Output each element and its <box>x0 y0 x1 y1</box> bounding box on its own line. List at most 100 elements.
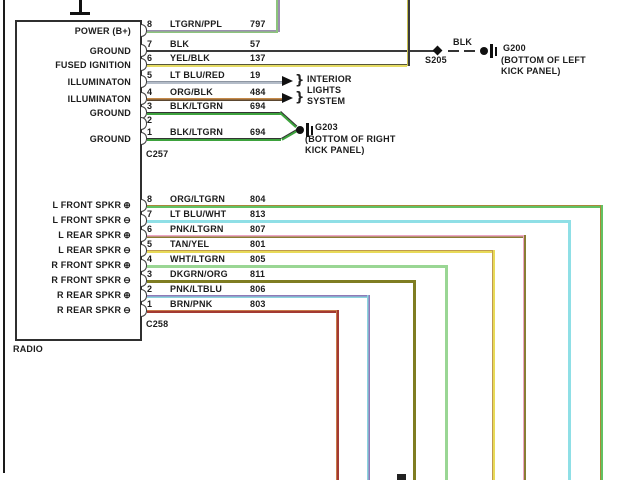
antenna-bar <box>70 12 90 15</box>
wire-name: WHT/LTGRN <box>170 254 226 264</box>
pin-number: 5 <box>147 239 153 249</box>
wire-dkgrn-org <box>147 280 416 283</box>
wire-name: LT BLU/RED <box>170 70 225 80</box>
pin-label-lr-spkr-neg: L REAR SPKR ⊖ <box>58 245 131 255</box>
polarity-positive-icon: ⊕ <box>123 230 131 240</box>
arrow-icon <box>282 93 293 103</box>
wire-org-ltgrn <box>147 205 603 208</box>
wire-name: LTGRN/PPL <box>170 19 223 29</box>
pin-number: 6 <box>147 224 153 234</box>
pin-label-power: POWER (B+) <box>74 26 131 36</box>
wire-name: BRN/PNK <box>170 299 213 309</box>
pin-number: 1 <box>147 127 153 137</box>
circuit-number: 805 <box>250 254 266 264</box>
wire-tan-yel-drop <box>492 250 495 480</box>
pin-number: 5 <box>147 70 153 80</box>
splice-s205-icon <box>432 45 443 56</box>
pin-label-rr-spkr-pos: R REAR SPKR ⊕ <box>57 290 131 300</box>
arrow-icon <box>282 76 293 86</box>
wire-ltgrn-ppl <box>147 30 278 33</box>
ground-icon-g203 <box>296 126 304 134</box>
ground-location-g200-line1: (BOTTOM OF LEFT <box>501 55 586 65</box>
wire-org-blk <box>147 98 282 101</box>
circuit-number: 694 <box>250 127 266 137</box>
pin-number: 8 <box>147 19 153 29</box>
pin-number: 3 <box>147 269 153 279</box>
wire-name: BLK/LTGRN <box>170 101 224 111</box>
polarity-positive-icon: ⊕ <box>123 260 131 270</box>
wire-blk-ltgrn-3 <box>147 112 281 115</box>
wire-brn-pnk <box>147 310 339 313</box>
wire-name: PNK/LTBLU <box>170 284 223 294</box>
ground-location-g203-line2: KICK PANEL) <box>305 145 365 155</box>
pin-label-illuminaton-4: ILLUMINATON <box>67 94 131 104</box>
wire-name: PNK/LTGRN <box>170 224 224 234</box>
pin-number: 2 <box>147 115 153 125</box>
pin-label-rf-spkr-pos: R FRONT SPKR ⊕ <box>51 260 131 270</box>
wire-pnk-ltblu-drop <box>367 295 370 480</box>
pin-number: 1 <box>147 299 153 309</box>
ground-location-g203-line1: (BOTTOM OF RIGHT <box>305 134 396 144</box>
antenna-stem <box>79 0 82 13</box>
interior-lights-line3: SYSTEM <box>307 96 346 106</box>
wire-name: LT BLU/WHT <box>170 209 227 219</box>
wire-yel-blk <box>147 64 407 67</box>
wire-lt-blu-red <box>147 81 282 84</box>
pin-number: 4 <box>147 87 153 97</box>
ground-icon-g200-bar <box>495 47 497 56</box>
pin-label-illuminaton-5: ILLUMINATON <box>67 77 131 87</box>
circuit-number: 804 <box>250 194 266 204</box>
wire-brn-pnk-drop <box>336 310 339 480</box>
wire-blk <box>147 50 438 52</box>
pin-label-lf-spkr-pos: L FRONT SPKR ⊕ <box>52 200 131 210</box>
wire-dkgrn-org-drop <box>413 280 416 480</box>
wire-name: TAN/YEL <box>170 239 210 249</box>
pin-label-fused-ignition: FUSED IGNITION <box>55 60 131 70</box>
wire-name: ORG/LTGRN <box>170 194 226 204</box>
interior-lights-line2: LIGHTS <box>307 85 342 95</box>
wire-ltgrn-ppl-riser <box>276 0 280 32</box>
splice-label-s205: S205 <box>425 55 447 65</box>
ground-icon-g200-bar <box>490 44 493 58</box>
dashed-wire-segment <box>464 50 475 52</box>
wire-org-ltgrn-drop <box>600 205 603 480</box>
circuit-number: 57 <box>250 39 261 49</box>
brace-glyph: } <box>295 73 305 88</box>
pin-number: 7 <box>147 209 153 219</box>
pin-label-rr-spkr-neg: R REAR SPKR ⊖ <box>57 305 131 315</box>
polarity-negative-icon: ⊖ <box>123 275 131 285</box>
polarity-positive-icon: ⊕ <box>123 290 131 300</box>
pin-number: 3 <box>147 101 153 111</box>
circuit-number: 694 <box>250 101 266 111</box>
pin-number: 6 <box>147 53 153 63</box>
circuit-number: 137 <box>250 53 266 63</box>
ground-location-g200-line2: KICK PANEL) <box>501 66 561 76</box>
wire-name: ORG/BLK <box>170 87 213 97</box>
pin-number: 8 <box>147 194 153 204</box>
circuit-number: 811 <box>250 269 266 279</box>
ground-icon-g203-bar <box>306 123 309 137</box>
radio-label: RADIO <box>13 344 43 354</box>
radio-box <box>15 20 142 341</box>
wire-lt-blu-wht-drop <box>568 220 571 480</box>
circuit-number: 801 <box>250 239 266 249</box>
wire-yel-blk-riser <box>407 0 410 66</box>
wire-pnk-ltgrn <box>147 235 526 238</box>
circuit-number: 19 <box>250 70 261 80</box>
pin-number: 4 <box>147 254 153 264</box>
connector-label-c258: C258 <box>146 319 169 329</box>
wire-name: YEL/BLK <box>170 53 210 63</box>
page-edge-line <box>3 0 5 473</box>
wire-wht-ltgrn <box>147 265 448 268</box>
pin-label-ground-3: GROUND <box>89 108 131 118</box>
dashed-wire-segment <box>448 50 459 52</box>
pin-label-ground-1: GROUND <box>89 134 131 144</box>
circuit-number: 484 <box>250 87 266 97</box>
pin-label-ground-7: GROUND <box>89 46 131 56</box>
circuit-number: 797 <box>250 19 266 29</box>
ground-icon-g203-bar <box>311 126 313 135</box>
polarity-negative-icon: ⊖ <box>123 215 131 225</box>
wire-name: BLK/LTGRN <box>170 127 224 137</box>
polarity-positive-icon: ⊕ <box>123 200 131 210</box>
